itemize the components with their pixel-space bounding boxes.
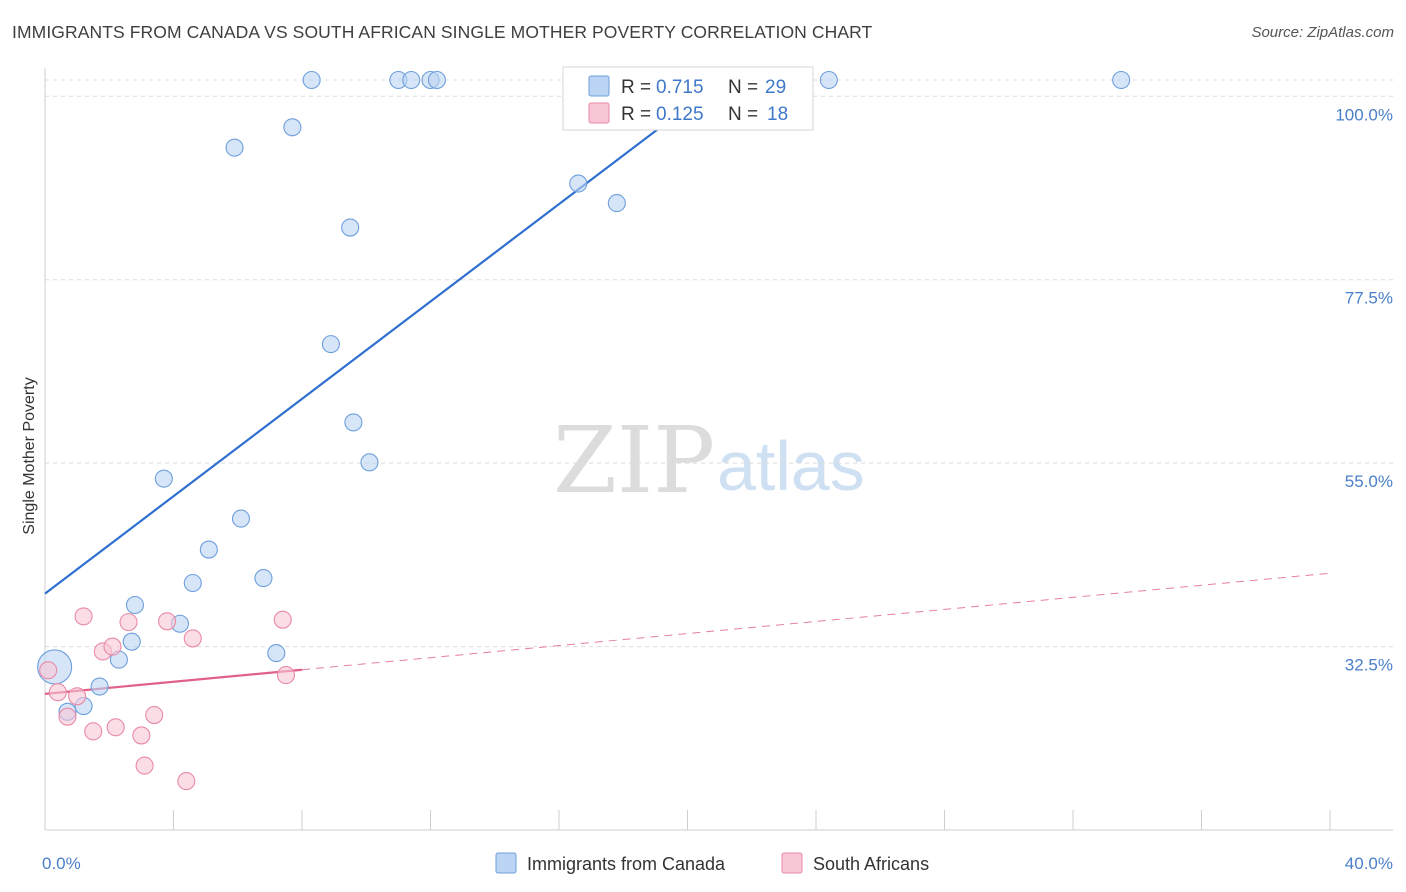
point-canada [607,194,626,213]
legend-swatch-pink [588,102,610,124]
point-canada [254,569,273,588]
point-canada [154,469,173,488]
x-tick-label: 40.0% [1345,854,1393,873]
point-canada [360,453,379,472]
legend-n-value-2: 18 [767,104,788,125]
point-canada [122,632,141,651]
point-south-africans [158,612,177,631]
point-canada [341,218,360,237]
y-tick-label: 32.5% [1345,656,1393,675]
axis-layer: 32.5% 55.0% 77.5% 100.0% 0.0% 40.0% [42,68,1393,873]
watermark: ZIP atlas [553,407,865,514]
point-south-africans [74,607,93,626]
point-south-africans [68,687,87,706]
trend-line-canada [44,79,724,595]
point-south-africans [183,629,202,648]
point-canada [569,174,588,193]
legend-r-value-2: 0.125 [656,104,704,125]
bottom-legend-label-blue: Immigrants from Canada [527,854,726,874]
point-canada [267,644,286,663]
point-south-africans [273,610,292,629]
point-canada [427,70,446,90]
point-south-africans [135,756,154,775]
legend-n-value-1: 29 [765,77,786,98]
point-canada [402,70,421,90]
point-canada [283,118,302,137]
grid-layer [45,79,1393,648]
legend-n-label-1: N = [728,77,758,98]
point-south-africans [106,718,125,737]
point-canada [199,540,218,559]
trend-line-south-africans-extension [301,572,1331,671]
point-south-africans [39,661,58,680]
y-axis-label: Single Mother Poverty [21,377,38,534]
point-south-africans [103,637,122,656]
chart-title: IMMIGRANTS FROM CANADA VS SOUTH AFRICAN … [12,22,873,42]
bottom-legend-label-pink: South Africans [813,854,929,874]
legend-swatch-blue [588,75,610,97]
point-canada [183,573,202,593]
bottom-legend: Immigrants from Canada South Africans [495,852,929,874]
point-south-africans [48,683,67,702]
point-canada [225,138,244,157]
y-tick-label: 55.0% [1345,472,1393,491]
trend-line-south-africans [44,668,303,695]
legend-r-value-1: 0.715 [656,77,704,98]
point-south-africans [145,706,164,725]
point-south-africans [84,722,103,741]
point-canada [344,413,363,432]
point-south-africans [119,613,138,632]
point-south-africans [132,726,151,745]
point-south-africans [177,772,196,791]
bottom-legend-swatch-pink [781,852,803,874]
legend-r-label-2: R = [621,104,651,125]
point-canada [321,335,340,354]
bottom-legend-swatch-blue [495,852,517,874]
y-tick-label: 77.5% [1345,289,1393,308]
point-canada [125,595,144,615]
point-canada [819,70,838,90]
chart-source: Source: ZipAtlas.com [1251,24,1394,41]
point-canada [231,509,251,528]
x-tick-label: 0.0% [42,854,81,873]
legend-box: R = 0.715 N = 29 R = 0.125 N = 18 [562,66,814,131]
point-canada [90,677,109,696]
point-south-africans [276,666,295,685]
legend-r-label-1: R = [621,77,651,98]
point-canada [1112,70,1131,90]
points-layer [37,70,1131,791]
legend-n-label-2: N = [728,104,758,125]
point-canada [302,70,321,90]
watermark-atlas: atlas [717,427,865,505]
y-tick-label: 100.0% [1335,105,1393,124]
watermark-zip: ZIP [553,407,715,514]
trend-layer [44,79,1331,695]
point-south-africans [58,707,77,726]
